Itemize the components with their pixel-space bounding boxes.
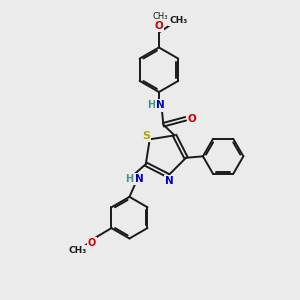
Text: O: O [155,20,163,30]
Text: O: O [154,21,163,31]
Text: S: S [142,131,150,141]
Text: CH₃: CH₃ [169,16,188,25]
Text: H: H [147,100,155,110]
Text: CH₃: CH₃ [153,12,168,21]
Text: N: N [135,174,144,184]
Text: O: O [188,114,197,124]
Text: N: N [156,100,165,110]
Text: CH₃: CH₃ [68,246,86,255]
Text: O: O [88,238,96,248]
Text: N: N [165,176,174,186]
Text: H: H [125,174,134,184]
